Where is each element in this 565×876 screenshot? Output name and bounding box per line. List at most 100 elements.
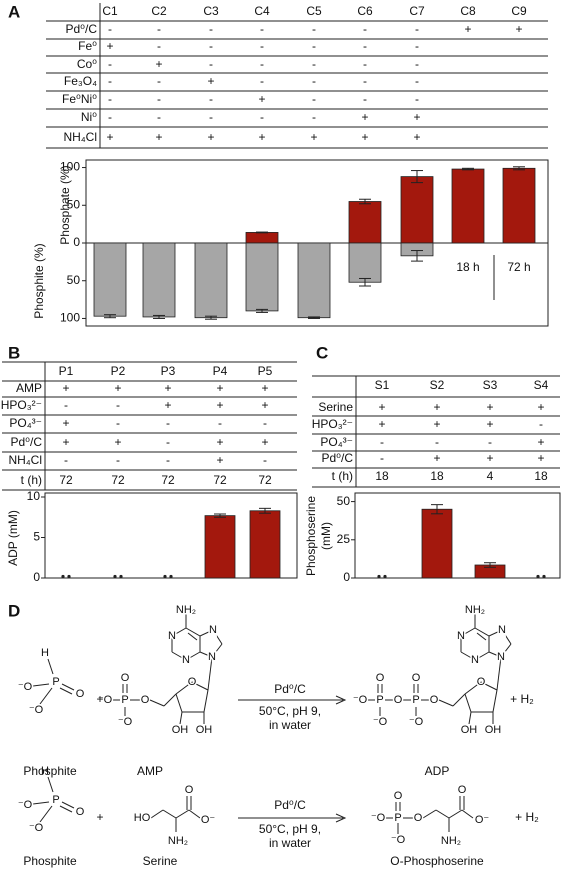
bond (175, 693, 183, 713)
table-cell: - (157, 92, 161, 106)
atom-label: O⁻ (201, 814, 216, 826)
bond (61, 683, 75, 691)
table-cell: - (116, 398, 120, 412)
bar (421, 508, 453, 579)
error-bar (308, 316, 320, 319)
atom-label: NH₂ (176, 604, 196, 616)
bond (175, 681, 193, 695)
error-bar (513, 166, 525, 171)
table-cell: 72 (161, 473, 175, 487)
atom-label: H (41, 765, 49, 777)
table-cell: - (363, 74, 367, 88)
bond (460, 627, 476, 637)
table-cell: + (413, 110, 420, 124)
atom-label: N (209, 624, 217, 636)
column-header: C4 (254, 4, 270, 18)
atom-label: O (414, 812, 423, 824)
bond (187, 632, 198, 641)
bar (245, 242, 279, 312)
byproduct: + H₂ (510, 692, 534, 706)
column-header: S1 (375, 378, 390, 392)
error-bar (359, 198, 371, 205)
condition: in water (269, 836, 311, 850)
bond (59, 687, 73, 695)
compound-name: Serine (143, 854, 178, 868)
table-cell: - (435, 435, 439, 449)
bar (245, 232, 279, 244)
column-header: P5 (258, 364, 273, 378)
compound-name: O-Phosphoserine (390, 854, 484, 868)
table-cell: + (310, 130, 317, 144)
y-axis-label: ADP (mM) (6, 510, 20, 566)
table-cell: + (114, 435, 121, 449)
bond (212, 629, 223, 645)
bond (47, 776, 54, 793)
error-bar (256, 308, 268, 313)
atom-label: H (41, 647, 49, 659)
column-header: C1 (102, 4, 118, 18)
table-cell: + (155, 130, 162, 144)
table-cell: - (312, 22, 316, 36)
bond (480, 681, 498, 691)
bond (150, 809, 164, 819)
y-tick-label: 100 (60, 311, 80, 325)
column-header: P2 (111, 364, 126, 378)
column-header: C2 (151, 4, 167, 18)
table-cell: + (361, 130, 368, 144)
bond (185, 627, 201, 637)
bond (191, 681, 209, 691)
table-cell: + (216, 435, 223, 449)
row-label: t (h) (332, 469, 353, 483)
atom-label: ⁻O (353, 694, 368, 706)
row-label: HPO₃²⁻ (312, 417, 353, 431)
bond (422, 809, 437, 819)
panel-label: D (8, 601, 20, 620)
y-tick-label: 10 (27, 489, 41, 503)
bar (249, 510, 281, 579)
y-tick-label: 50 (67, 197, 81, 211)
y-tick-label: 0 (73, 235, 80, 249)
table-cell: - (166, 416, 170, 430)
condition: 50°C, pH 9, (259, 822, 321, 836)
bond (488, 629, 503, 637)
atom-label: N (168, 630, 176, 642)
atom-label: O (458, 784, 467, 796)
table-cell: + (216, 381, 223, 395)
bond (435, 809, 450, 819)
table-cell: - (263, 416, 267, 430)
table-cell: + (216, 453, 223, 467)
panel-label: B (8, 343, 20, 362)
condition: in water (269, 718, 311, 732)
table-cell: - (108, 92, 112, 106)
bond (211, 643, 223, 658)
bar (348, 242, 382, 283)
table-cell: - (64, 453, 68, 467)
table-cell: + (378, 400, 385, 414)
bond (474, 627, 490, 637)
y-axis-label: (mM) (319, 522, 333, 550)
row-label: PO₄³⁻ (320, 435, 353, 449)
table-cell: - (380, 451, 384, 465)
bond (474, 651, 490, 661)
column-header: C6 (357, 4, 373, 18)
atom-label: O (76, 806, 85, 818)
table-cell: + (207, 74, 214, 88)
bond (492, 689, 498, 713)
atom-label: N (457, 630, 465, 642)
atom-label: ⁻O (29, 822, 44, 834)
column-header: S4 (534, 378, 549, 392)
column-header: C9 (511, 4, 527, 18)
column-header: S2 (430, 378, 445, 392)
row-label: Serine (318, 400, 353, 414)
atom-label: P (121, 694, 128, 706)
zero-dot (113, 574, 117, 579)
condition: Pd⁰/C (274, 798, 306, 812)
atom-label: O (188, 676, 197, 688)
table-cell: - (209, 110, 213, 124)
table-cell: - (488, 435, 492, 449)
arrow-head (335, 813, 347, 823)
table-cell: - (415, 74, 419, 88)
zero-marker (536, 574, 546, 579)
table-cell: + (155, 57, 162, 71)
bond (163, 693, 177, 707)
